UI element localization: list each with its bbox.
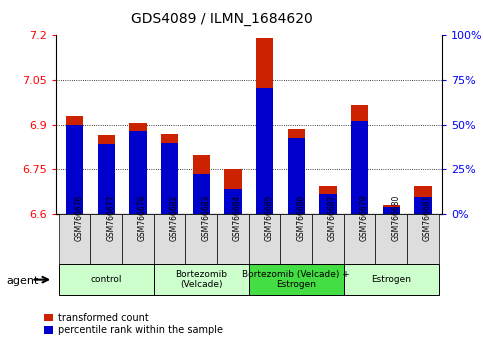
Text: GSM766682: GSM766682 [170,195,179,241]
Bar [287,129,305,138]
Bar [129,123,147,131]
FancyBboxPatch shape [217,214,249,264]
Text: GDS4089 / ILMN_1684620: GDS4089 / ILMN_1684620 [131,12,313,27]
FancyBboxPatch shape [249,264,344,295]
Text: GSM766681: GSM766681 [423,195,432,241]
Bar [319,194,337,214]
Bar [129,131,147,214]
FancyBboxPatch shape [59,214,90,264]
Bar [256,38,273,87]
Text: GSM766685: GSM766685 [265,195,273,241]
Bar [224,189,242,214]
Text: GSM766686: GSM766686 [296,195,305,241]
Bar [351,121,369,214]
FancyBboxPatch shape [154,264,249,295]
Bar [351,105,369,121]
Text: GSM766687: GSM766687 [328,195,337,241]
Bar [66,125,83,214]
Bar [193,155,210,174]
Text: GSM766677: GSM766677 [106,195,115,241]
FancyBboxPatch shape [59,264,154,295]
FancyBboxPatch shape [122,214,154,264]
Bar [287,138,305,214]
Text: Bortezomib
(Velcade): Bortezomib (Velcade) [175,270,227,289]
FancyBboxPatch shape [312,214,344,264]
FancyBboxPatch shape [281,214,312,264]
Text: GSM766680: GSM766680 [391,195,400,241]
Text: Estrogen: Estrogen [371,275,411,284]
FancyBboxPatch shape [375,214,407,264]
Bar [66,116,83,125]
Bar [383,205,400,207]
Bar [414,197,432,214]
FancyBboxPatch shape [185,214,217,264]
Bar [383,207,400,214]
Bar [224,169,242,189]
Text: GSM766679: GSM766679 [360,195,369,241]
FancyBboxPatch shape [407,214,439,264]
Text: control: control [90,275,122,284]
FancyBboxPatch shape [90,214,122,264]
Bar [161,134,178,143]
Text: GSM766684: GSM766684 [233,195,242,241]
Text: GSM766683: GSM766683 [201,195,210,241]
Text: GSM766678: GSM766678 [138,195,147,241]
Text: agent: agent [6,276,39,286]
Bar [414,186,432,197]
Bar [319,186,337,194]
Bar [161,143,178,214]
FancyBboxPatch shape [154,214,185,264]
Bar [98,144,115,214]
Bar [98,135,115,144]
FancyBboxPatch shape [344,214,375,264]
Text: GSM766676: GSM766676 [74,195,84,241]
FancyBboxPatch shape [249,214,281,264]
Bar [193,174,210,214]
FancyBboxPatch shape [344,264,439,295]
Bar [256,87,273,214]
Text: Bortezomib (Velcade) +
Estrogen: Bortezomib (Velcade) + Estrogen [242,270,350,289]
Legend: transformed count, percentile rank within the sample: transformed count, percentile rank withi… [43,313,223,335]
